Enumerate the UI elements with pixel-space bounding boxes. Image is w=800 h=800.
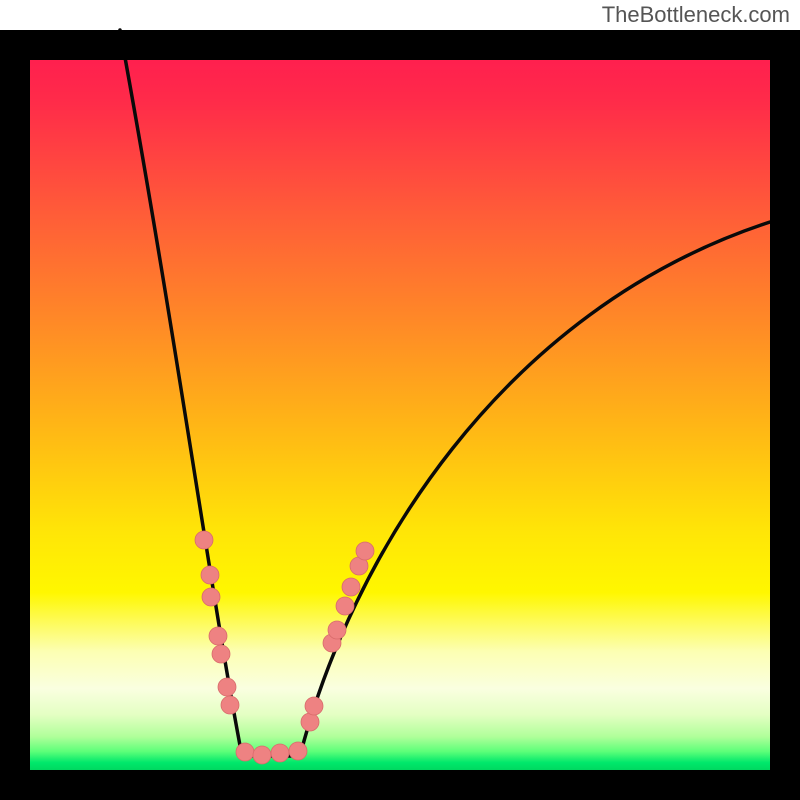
data-marker (236, 743, 254, 761)
chart-container: TheBottleneck.com (0, 0, 800, 800)
data-marker (271, 744, 289, 762)
data-marker (342, 578, 360, 596)
data-marker (289, 742, 307, 760)
data-marker (209, 627, 227, 645)
data-marker (201, 566, 219, 584)
data-marker (202, 588, 220, 606)
data-marker (253, 746, 271, 764)
data-marker (218, 678, 236, 696)
data-marker (336, 597, 354, 615)
data-marker (305, 697, 323, 715)
watermark-label: TheBottleneck.com (602, 2, 790, 28)
data-marker (328, 621, 346, 639)
data-marker (195, 531, 213, 549)
bottleneck-curve-chart (0, 0, 800, 800)
data-marker (221, 696, 239, 714)
data-marker (212, 645, 230, 663)
data-marker (356, 542, 374, 560)
data-marker (301, 713, 319, 731)
